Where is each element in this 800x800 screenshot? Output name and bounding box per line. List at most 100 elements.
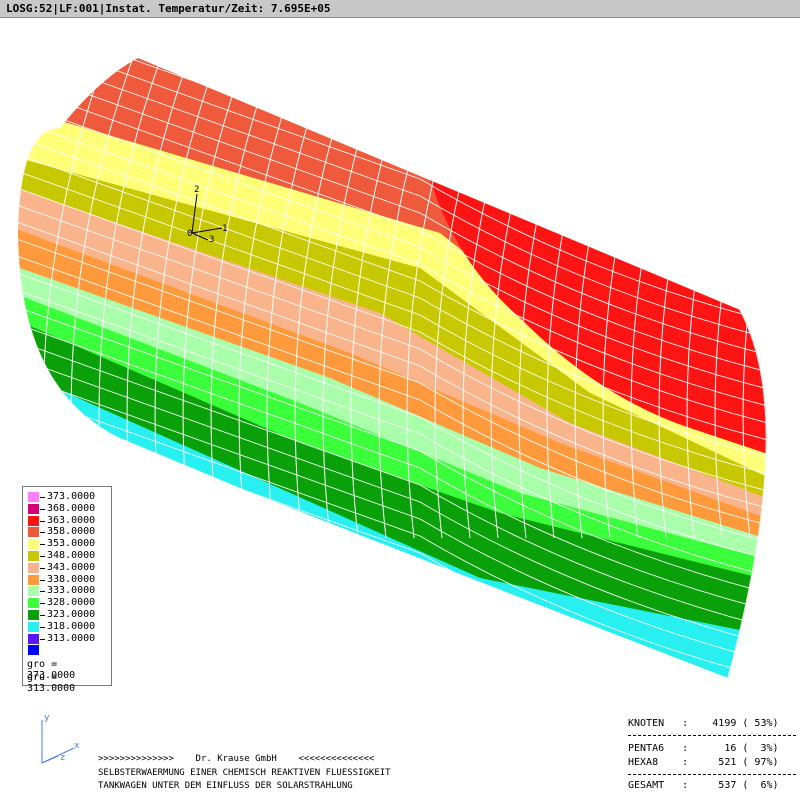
legend-row: 323.0000 — [23, 609, 111, 621]
legend-swatch — [28, 633, 39, 644]
legend-swatch — [28, 551, 39, 561]
legend-swatch — [28, 562, 39, 573]
fem-temperature-plot[interactable]: 2 1 3 0 — [0, 18, 800, 800]
legend-value: 353.0000 — [47, 538, 96, 550]
legend-tick — [40, 520, 45, 522]
band-olive — [18, 148, 767, 503]
legend-row: 363.0000 — [23, 515, 111, 527]
mesh-line — [18, 79, 767, 381]
band-yellow — [18, 98, 767, 483]
axis-y-label: y — [44, 713, 50, 723]
mesh-line — [18, 62, 767, 364]
stat-divider-1 — [628, 735, 796, 736]
legend-tick — [40, 615, 45, 616]
mesh-line — [18, 232, 767, 534]
end-cap-outline — [727, 309, 767, 678]
footer-description-2: TANKWAGEN UNTER DEM EINFLUSS DER SOLARST… — [98, 781, 353, 791]
footer-company: >>>>>>>>>>>>>> Dr. Krause GmbH <<<<<<<<<… — [98, 754, 375, 764]
stat-divider-2 — [628, 774, 796, 775]
cylinder-body — [18, 58, 767, 678]
legend-row: 338.0000 — [23, 574, 111, 586]
legend-tick — [40, 508, 45, 510]
band-peach — [18, 178, 767, 523]
mesh-line — [18, 215, 767, 517]
mesh-line — [18, 334, 767, 636]
legend-value: 338.0000 — [47, 573, 96, 585]
legend-row: 333.0000 — [23, 585, 111, 597]
mesh-line — [18, 96, 767, 398]
legend-min: gru = 313.0000 — [27, 672, 76, 694]
legend-swatch — [28, 586, 39, 597]
window-title: LOSG:52|LF:001|Instat. Temperatur/Zeit: … — [6, 2, 331, 15]
legend-value: 358.0000 — [47, 526, 96, 538]
legend-swatch — [28, 574, 39, 585]
legend-value: 343.0000 — [47, 561, 96, 573]
legend-row: 368.0000 — [23, 503, 111, 515]
mesh-line — [18, 181, 767, 483]
color-legend: 373.0000 368.0000 363.0000 358.0000 353.0000… — [22, 486, 112, 694]
legend-max: gro = 373.0000 — [27, 659, 76, 681]
legend-swatch — [28, 645, 39, 656]
mesh-line — [18, 300, 767, 602]
legend-value: 318.0000 — [47, 620, 96, 632]
legend-value: 323.0000 — [47, 609, 96, 620]
node-markers: 2 1 3 0 — [187, 185, 227, 245]
legend-row: 313.0000 — [23, 633, 111, 645]
legend-row: 353.0000 — [23, 538, 111, 550]
legend-value: 328.0000 — [47, 597, 96, 609]
legend-swatch — [28, 492, 39, 502]
band-light-green — [18, 256, 767, 563]
node-label-0: 0 — [187, 229, 192, 239]
stat-penta6: PENTA6 : 16 ( 3%) — [628, 743, 779, 754]
mesh-line — [18, 58, 767, 330]
legend-row: 348.0000 — [23, 550, 111, 562]
stat-gesamt: GESAMT : 537 ( 6%) — [628, 780, 779, 791]
legend-value: 348.0000 — [47, 550, 96, 561]
axis-z-label: z — [60, 753, 65, 763]
stat-knoten: KNOTEN : 4199 ( 53%) — [628, 718, 779, 729]
legend-swatch — [28, 598, 39, 609]
legend-tick — [40, 497, 45, 498]
axis-x-label: x — [74, 741, 80, 751]
legend-tick — [40, 544, 45, 546]
legend-swatch — [28, 527, 39, 538]
legend-value: 333.0000 — [47, 585, 96, 597]
legend-tick — [40, 603, 45, 605]
node-label-2: 2 — [194, 185, 199, 195]
mesh-line — [18, 198, 767, 500]
band-orange — [18, 218, 767, 543]
node-label-3: 3 — [209, 235, 214, 245]
legend-tick — [40, 626, 45, 628]
legend-tick — [40, 567, 45, 569]
legend-tick — [40, 591, 45, 593]
mesh-line — [18, 317, 767, 619]
mesh-line — [18, 249, 767, 551]
mesh-line — [18, 113, 767, 415]
legend-row — [23, 644, 111, 656]
mesh-line — [18, 164, 767, 466]
mesh-line — [18, 266, 767, 568]
legend-value: 368.0000 — [47, 502, 96, 514]
legend-row: 328.0000 — [23, 597, 111, 609]
legend-value: 363.0000 — [47, 514, 96, 526]
legend-row: 358.0000 — [23, 526, 111, 538]
mesh-line — [18, 283, 767, 585]
mesh-line — [18, 130, 767, 432]
legend-tick — [40, 556, 45, 557]
title-bar: LOSG:52|LF:001|Instat. Temperatur/Zeit: … — [0, 0, 800, 18]
legend-tick — [40, 638, 45, 640]
band-red-hot — [420, 138, 767, 458]
node-label-1: 1 — [222, 224, 227, 234]
legend-tick — [40, 532, 45, 534]
legend-value: 313.0000 — [47, 632, 96, 644]
legend-row: 343.0000 — [23, 562, 111, 574]
coordinate-triad: y x z — [41, 713, 80, 764]
stat-hexa8: HEXA8 : 521 ( 97%) — [628, 757, 779, 768]
legend-tick — [40, 579, 45, 581]
legend-swatch — [28, 503, 39, 514]
legend-row: 318.0000 — [23, 621, 111, 633]
legend-swatch — [28, 621, 39, 632]
legend-value: 373.0000 — [47, 491, 96, 502]
mesh-line — [18, 147, 767, 449]
legend-swatch — [28, 610, 39, 620]
